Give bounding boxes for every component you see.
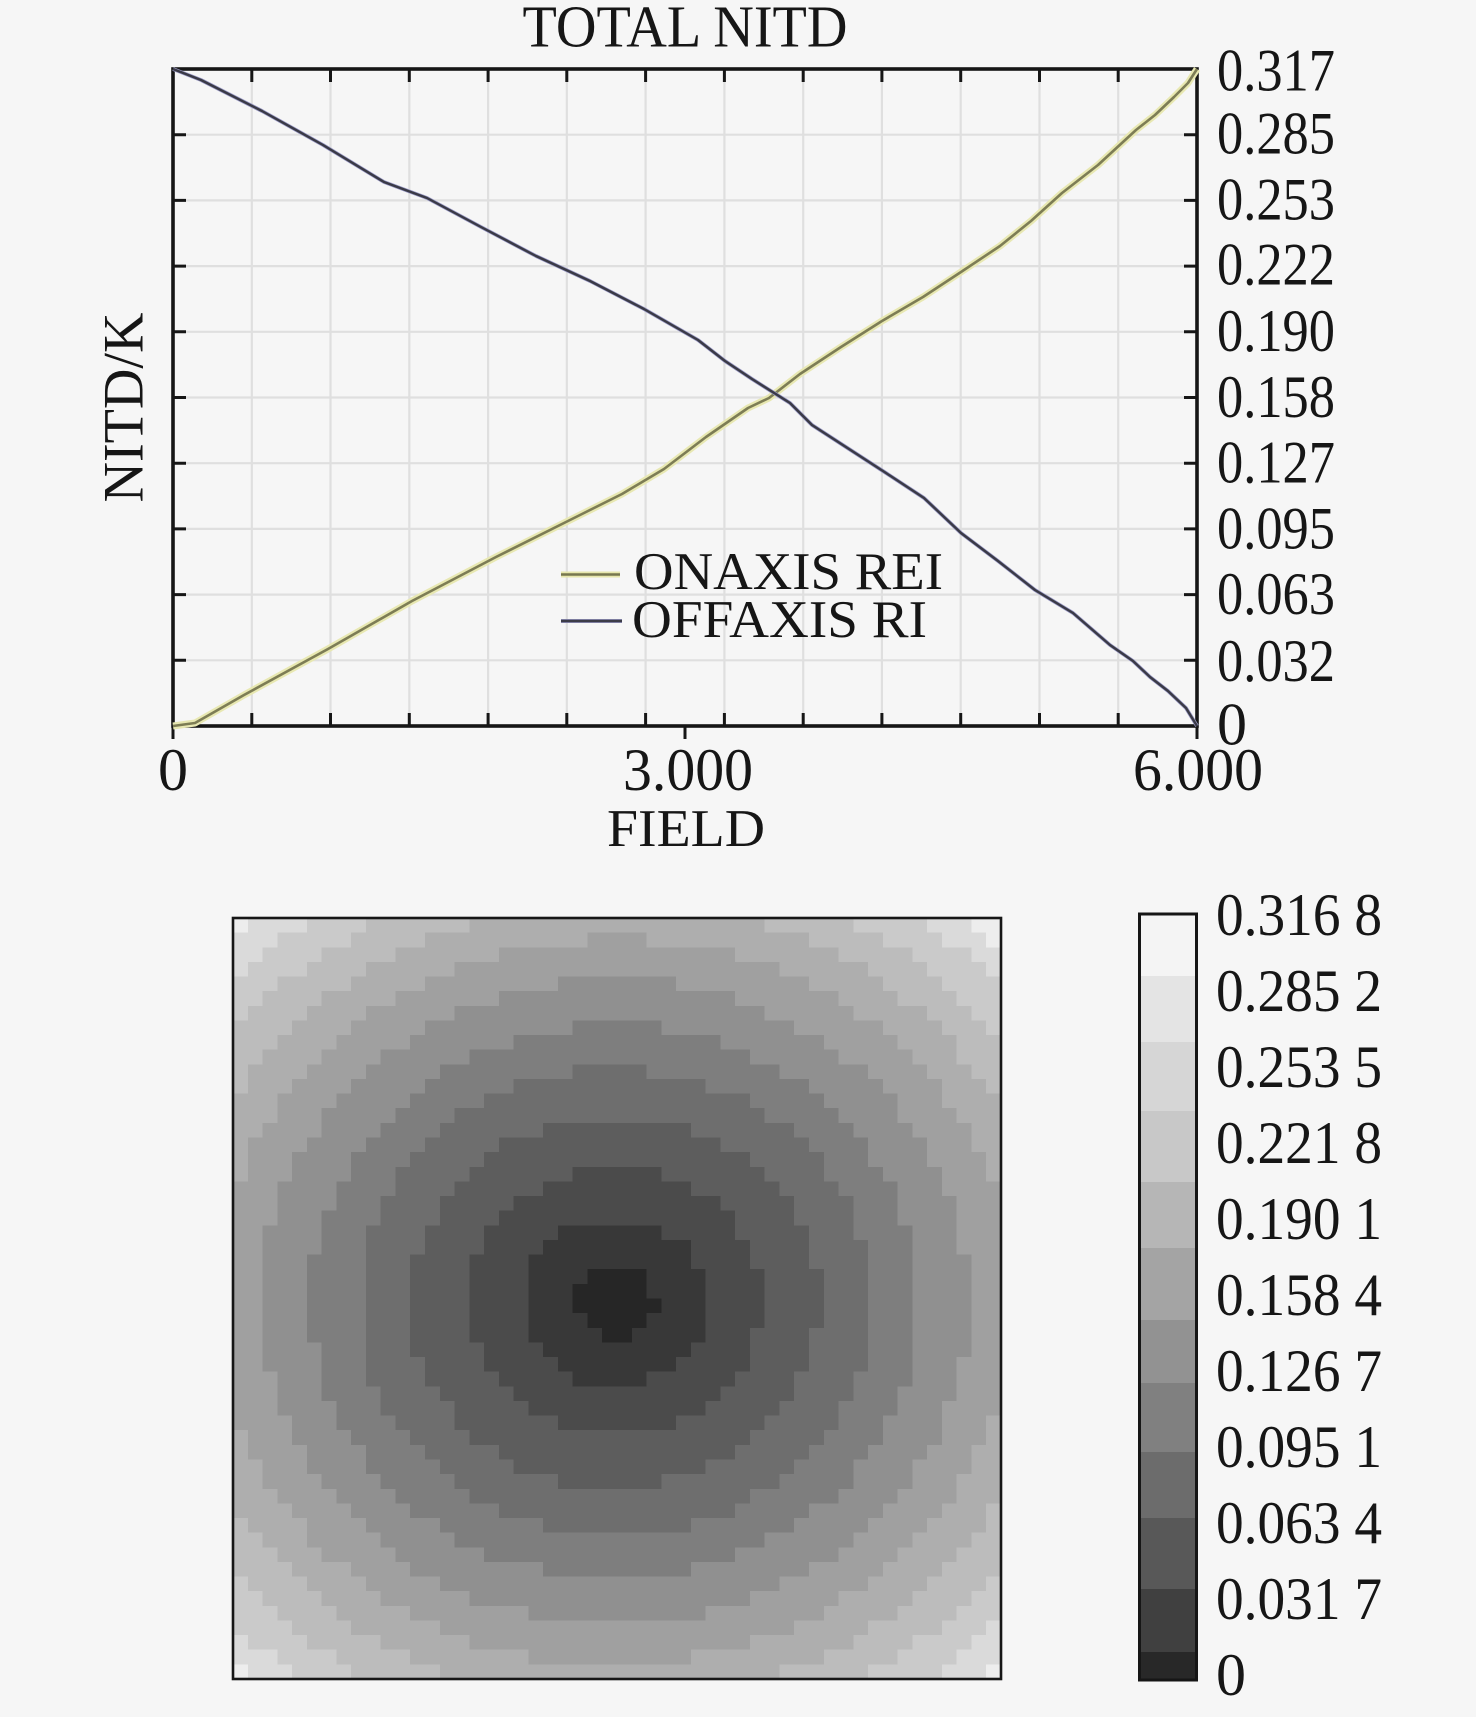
svg-text:0.063: 0.063: [1217, 561, 1335, 627]
svg-text:0.317: 0.317: [1217, 38, 1335, 104]
svg-text:FIELD: FIELD: [607, 800, 765, 858]
svg-text:0.316 8: 0.316 8: [1216, 882, 1382, 948]
svg-text:0.126 7: 0.126 7: [1216, 1338, 1382, 1404]
svg-text:0.158 4: 0.158 4: [1216, 1262, 1382, 1328]
svg-text:0.190 1: 0.190 1: [1216, 1186, 1382, 1252]
svg-text:0.285: 0.285: [1217, 101, 1335, 167]
svg-text:ONAXIS REI: ONAXIS REI: [634, 543, 943, 601]
svg-text:0: 0: [1216, 1642, 1246, 1708]
svg-text:0.095 1: 0.095 1: [1216, 1414, 1382, 1480]
svg-text:0.127: 0.127: [1217, 430, 1335, 496]
svg-text:0.222: 0.222: [1217, 232, 1335, 298]
svg-text:0.063 4: 0.063 4: [1216, 1490, 1382, 1556]
svg-text:0.190: 0.190: [1217, 298, 1335, 364]
svg-text:6.000: 6.000: [1133, 737, 1263, 803]
svg-text:TOTAL NITD: TOTAL NITD: [523, 0, 848, 60]
svg-text:0.221 8: 0.221 8: [1216, 1110, 1382, 1176]
svg-text:0.158: 0.158: [1217, 364, 1335, 430]
svg-text:0.032: 0.032: [1217, 628, 1335, 694]
svg-text:NITD/K: NITD/K: [93, 313, 156, 503]
svg-text:0.031 7: 0.031 7: [1216, 1566, 1382, 1632]
svg-text:3.000: 3.000: [623, 737, 753, 803]
svg-text:0.253 5: 0.253 5: [1216, 1034, 1382, 1100]
svg-text:0: 0: [158, 737, 188, 803]
svg-text:0.095: 0.095: [1217, 496, 1335, 562]
svg-text:0.285 2: 0.285 2: [1216, 958, 1382, 1024]
svg-text:0: 0: [1217, 692, 1247, 758]
svg-text:0.253: 0.253: [1217, 167, 1335, 233]
svg-text:OFFAXIS RI: OFFAXIS RI: [632, 591, 927, 649]
